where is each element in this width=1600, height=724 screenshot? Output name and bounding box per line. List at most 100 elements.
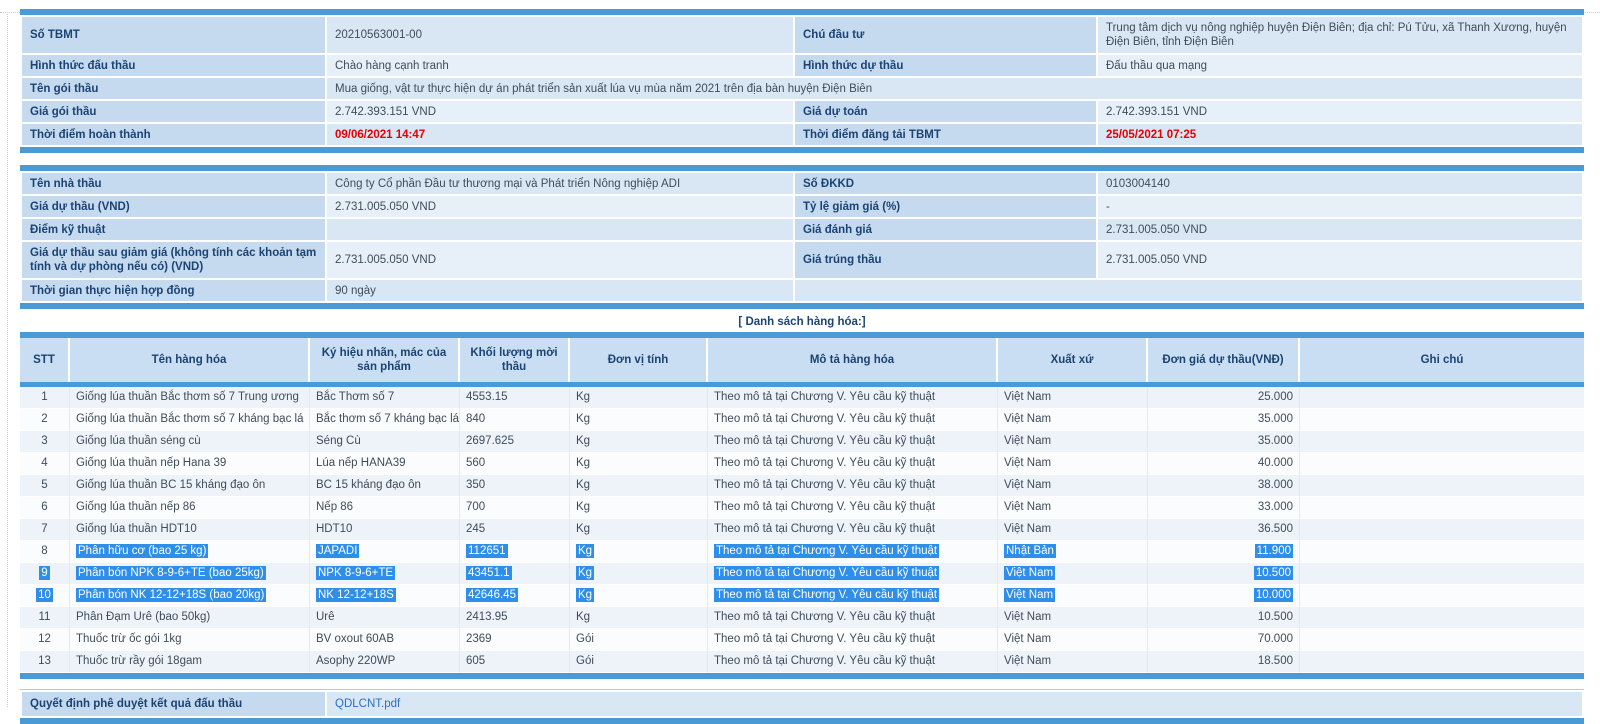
goods-qty: 4553.15	[460, 387, 570, 409]
goods-qty: 605	[460, 651, 570, 673]
field-label: Giá đánh giá	[795, 219, 1096, 240]
goods-name: Phân Đạm Urê (bao 50kg)	[70, 607, 310, 629]
goods-desc: Theo mô tả tại Chương V. Yêu cầu kỹ thuậ…	[708, 629, 998, 651]
field-label: Số TBMT	[22, 17, 325, 53]
goods-name: Phân bón NK 12-12+18S (bao 20kg)	[70, 585, 310, 607]
selected-text: Kg	[576, 588, 595, 602]
selected-text: Phân bón NPK 8-9-6+TE (bao 25kg)	[76, 566, 266, 580]
field-value	[327, 219, 793, 240]
field-label: Giá trúng thầu	[795, 242, 1096, 278]
field-value: Công ty Cổ phần Đầu tư thương mại và Phá…	[327, 173, 793, 194]
table-row: Giá dự thầu sau giảm giá (không tính các…	[22, 242, 1582, 278]
tender-result-page: Số TBMT 20210563001-00 Chú đầu tư Trung …	[20, 9, 1584, 724]
goods-stt: 10	[20, 585, 70, 607]
goods-unit: Kg	[570, 585, 708, 607]
decision-pdf-link[interactable]: QDLCNT.pdf	[335, 698, 401, 710]
goods-name: Giống lúa thuần BC 15 kháng đạo ôn	[70, 475, 310, 497]
bidder-table: Tên nhà thầu Công ty Cổ phần Đầu tư thươ…	[20, 165, 1584, 309]
field-value: -	[1098, 196, 1582, 217]
goods-mark: Bắc thơm số 7 kháng bạc lá	[310, 409, 460, 431]
selected-text: 9	[39, 566, 50, 580]
goods-note	[1300, 453, 1584, 475]
goods-unit: Kg	[570, 519, 708, 541]
goods-desc: Theo mô tả tại Chương V. Yêu cầu kỹ thuậ…	[708, 563, 998, 585]
goods-desc: Theo mô tả tại Chương V. Yêu cầu kỹ thuậ…	[708, 497, 998, 519]
goods-unit: Gói	[570, 629, 708, 651]
goods-origin: Việt Nam	[998, 607, 1148, 629]
goods-unit: Kg	[570, 453, 708, 475]
goods-note	[1300, 651, 1584, 673]
goods-note	[1300, 563, 1584, 585]
goods-qty: 350	[460, 475, 570, 497]
selected-text: NPK 8-9-6+TE	[316, 566, 396, 580]
goods-origin: Việt Nam	[998, 409, 1148, 431]
goods-qty: 840	[460, 409, 570, 431]
goods-mark: Bắc Thơm số 7	[310, 387, 460, 409]
selected-text: 10	[36, 588, 53, 602]
goods-origin: Việt Nam	[998, 519, 1148, 541]
selected-text: Phân hữu cơ (bao 25 kg)	[76, 544, 209, 558]
selected-text: 10.000	[1253, 588, 1293, 602]
goods-row: 12 Thuốc trừ ốc gói 1kg BV oxout 60AB 23…	[20, 629, 1584, 651]
goods-stt: 13	[20, 651, 70, 673]
selected-text: Việt Nam	[1004, 588, 1056, 602]
goods-row: 7 Giống lúa thuần HDT10 HDT10 245 Kg The…	[20, 519, 1584, 541]
column-header-price: Đơn giá dự thầu(VNĐ)	[1148, 338, 1300, 382]
field-label: Tỷ lệ giảm giá (%)	[795, 196, 1096, 217]
column-header-name: Tên hàng hóa	[70, 338, 310, 382]
goods-price: 36.500	[1148, 519, 1300, 541]
goods-mark: Asophy 220WP	[310, 651, 460, 673]
goods-qty: 245	[460, 519, 570, 541]
selected-text: 43451.1	[466, 566, 512, 580]
field-value: 90 ngày	[327, 280, 793, 301]
goods-mark: BC 15 kháng đạo ôn	[310, 475, 460, 497]
goods-price: 10.500	[1148, 607, 1300, 629]
goods-name: Giống lúa thuần HDT10	[70, 519, 310, 541]
goods-origin: Việt Nam	[998, 651, 1148, 673]
goods-desc: Theo mô tả tại Chương V. Yêu cầu kỹ thuậ…	[708, 475, 998, 497]
field-label: Thời điểm đăng tải TBMT	[795, 124, 1096, 145]
goods-desc: Theo mô tả tại Chương V. Yêu cầu kỹ thuậ…	[708, 651, 998, 673]
goods-unit: Kg	[570, 431, 708, 453]
goods-unit: Kg	[570, 409, 708, 431]
goods-mark: Séng Cù	[310, 431, 460, 453]
goods-note	[1300, 409, 1584, 431]
selected-text: Kg	[576, 566, 595, 580]
goods-qty: 2369	[460, 629, 570, 651]
column-header-qty: Khối lượng mời thầu	[460, 338, 570, 382]
goods-stt: 1	[20, 387, 70, 409]
goods-name: Thuốc trừ ốc gói 1kg	[70, 629, 310, 651]
goods-price: 35.000	[1148, 409, 1300, 431]
decision-table: Quyết định phê duyệt kết quả đấu thầu QD…	[20, 689, 1584, 724]
goods-table: STT Tên hàng hóa Ký hiệu nhãn, mác của s…	[20, 332, 1584, 679]
goods-stt: 12	[20, 629, 70, 651]
goods-name: Giống lúa thuần nếp 86	[70, 497, 310, 519]
goods-origin: Việt Nam	[998, 629, 1148, 651]
selected-text: 42646.45	[466, 588, 518, 602]
field-value: 0103004140	[1098, 173, 1582, 194]
goods-note	[1300, 519, 1584, 541]
goods-name: Giống lúa thuần Bắc thơm số 7 kháng bạc …	[70, 409, 310, 431]
goods-origin: Việt Nam	[998, 453, 1148, 475]
field-value: 2.731.005.050 VND	[327, 242, 793, 278]
goods-row: 4 Giống lúa thuần nếp Hana 39 Lúa nếp HA…	[20, 453, 1584, 475]
goods-stt: 3	[20, 431, 70, 453]
field-label: Hình thức đấu thầu	[22, 55, 325, 76]
goods-stt: 2	[20, 409, 70, 431]
goods-note	[1300, 431, 1584, 453]
column-header-desc: Mô tả hàng hóa	[708, 338, 998, 382]
goods-desc: Theo mô tả tại Chương V. Yêu cầu kỹ thuậ…	[708, 541, 998, 563]
selected-text: 112651	[466, 544, 508, 558]
table-row: Tên nhà thầu Công ty Cổ phần Đầu tư thươ…	[22, 173, 1582, 194]
field-value: 20210563001-00	[327, 17, 793, 53]
field-label: Giá dự thầu (VND)	[22, 196, 325, 217]
goods-price: 25.000	[1148, 387, 1300, 409]
goods-mark: Urê	[310, 607, 460, 629]
goods-stt: 9	[20, 563, 70, 585]
goods-desc: Theo mô tả tại Chương V. Yêu cầu kỹ thuậ…	[708, 431, 998, 453]
field-label: Giá gói thầu	[22, 101, 325, 122]
goods-mark: HDT10	[310, 519, 460, 541]
selected-text: Nhật Bản	[1004, 544, 1056, 558]
decision-file-cell: QDLCNT.pdf	[327, 692, 1582, 716]
page-left-border	[7, 12, 8, 707]
